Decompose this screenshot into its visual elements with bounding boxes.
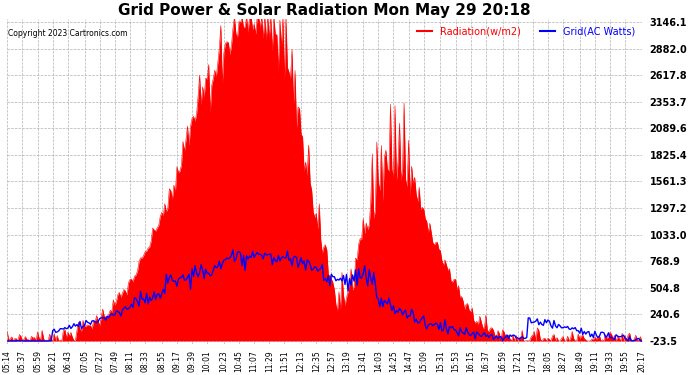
- Title: Grid Power & Solar Radiation Mon May 29 20:18: Grid Power & Solar Radiation Mon May 29 …: [118, 3, 531, 18]
- Legend: Radiation(w/m2), Grid(AC Watts): Radiation(w/m2), Grid(AC Watts): [413, 22, 639, 40]
- Text: Copyright 2023 Cartronics.com: Copyright 2023 Cartronics.com: [8, 29, 128, 38]
